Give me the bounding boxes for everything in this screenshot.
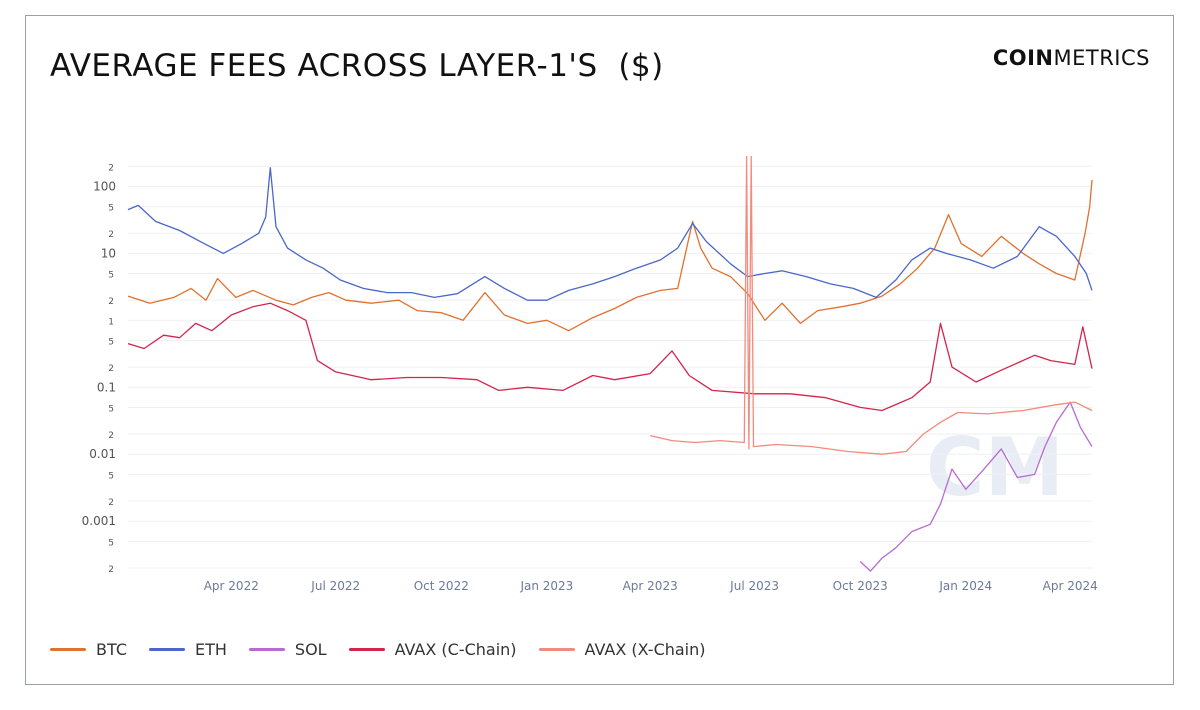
x-tick-label: Oct 2023	[833, 579, 888, 593]
legend-label: BTC	[96, 640, 127, 659]
y-tick-label: 5	[108, 204, 114, 214]
legend-item-avax_x[interactable]: AVAX (X-Chain)	[539, 640, 706, 659]
watermark: CM	[926, 421, 1064, 514]
legend-item-avax_c[interactable]: AVAX (C-Chain)	[349, 640, 517, 659]
y-tick-label: 5	[108, 271, 114, 281]
y-tick-label: 2	[108, 498, 114, 508]
y-tick-label: 5	[108, 337, 114, 347]
legend-swatch	[249, 648, 285, 651]
legend: BTC ETH SOL AVAX (C-Chain) AVAX (X-Chain)	[50, 640, 706, 659]
legend-label: AVAX (X-Chain)	[585, 640, 706, 659]
y-tick-label: 10	[101, 246, 116, 260]
y-tick-label: 2	[108, 431, 114, 441]
x-tick-label: Jul 2023	[729, 579, 779, 593]
legend-item-sol[interactable]: SOL	[249, 640, 327, 659]
x-axis: Apr 2022 Jul 2022 Oct 2022 Jan 2023 Apr 2023…	[204, 579, 1098, 593]
series-line-btc	[128, 180, 1092, 331]
y-tick-label: 1	[108, 317, 114, 327]
legend-label: SOL	[295, 640, 327, 659]
legend-label: AVAX (C-Chain)	[395, 640, 517, 659]
y-tick-label: 2	[108, 297, 114, 307]
x-tick-label: Jul 2022	[310, 579, 360, 593]
y-tick-label: 0.01	[89, 447, 116, 461]
y-tick-label: 5	[108, 471, 114, 481]
y-tick-label: 5	[108, 404, 114, 414]
series-line-eth	[128, 168, 1092, 300]
legend-swatch	[539, 648, 575, 651]
legend-item-btc[interactable]: BTC	[50, 640, 127, 659]
legend-swatch	[50, 648, 86, 651]
legend-swatch	[349, 648, 385, 651]
y-tick-label: 2	[108, 364, 114, 374]
x-tick-label: Apr 2023	[623, 579, 678, 593]
x-tick-label: Jan 2023	[519, 579, 573, 593]
x-tick-label: Apr 2024	[1043, 579, 1098, 593]
y-tick-label: 5	[108, 538, 114, 548]
y-tick-label: 0.1	[97, 380, 116, 394]
series-line-avax_c	[128, 303, 1092, 410]
y-tick-label: 2	[108, 163, 114, 173]
y-tick-label: 0.001	[82, 514, 116, 528]
legend-item-eth[interactable]: ETH	[149, 640, 227, 659]
y-axis: 2 100 5 2 10 5 2 1 5 2 0.1 5 2 0.01 5 2 0.001 5 2	[82, 163, 116, 575]
x-tick-label: Jan 2024	[938, 579, 992, 593]
legend-swatch	[149, 648, 185, 651]
y-tick-label: 100	[93, 179, 116, 193]
x-tick-label: Apr 2022	[204, 579, 259, 593]
y-tick-label: 2	[108, 230, 114, 240]
x-tick-label: Oct 2022	[414, 579, 469, 593]
y-tick-label: 2	[108, 565, 114, 575]
legend-label: ETH	[195, 640, 227, 659]
